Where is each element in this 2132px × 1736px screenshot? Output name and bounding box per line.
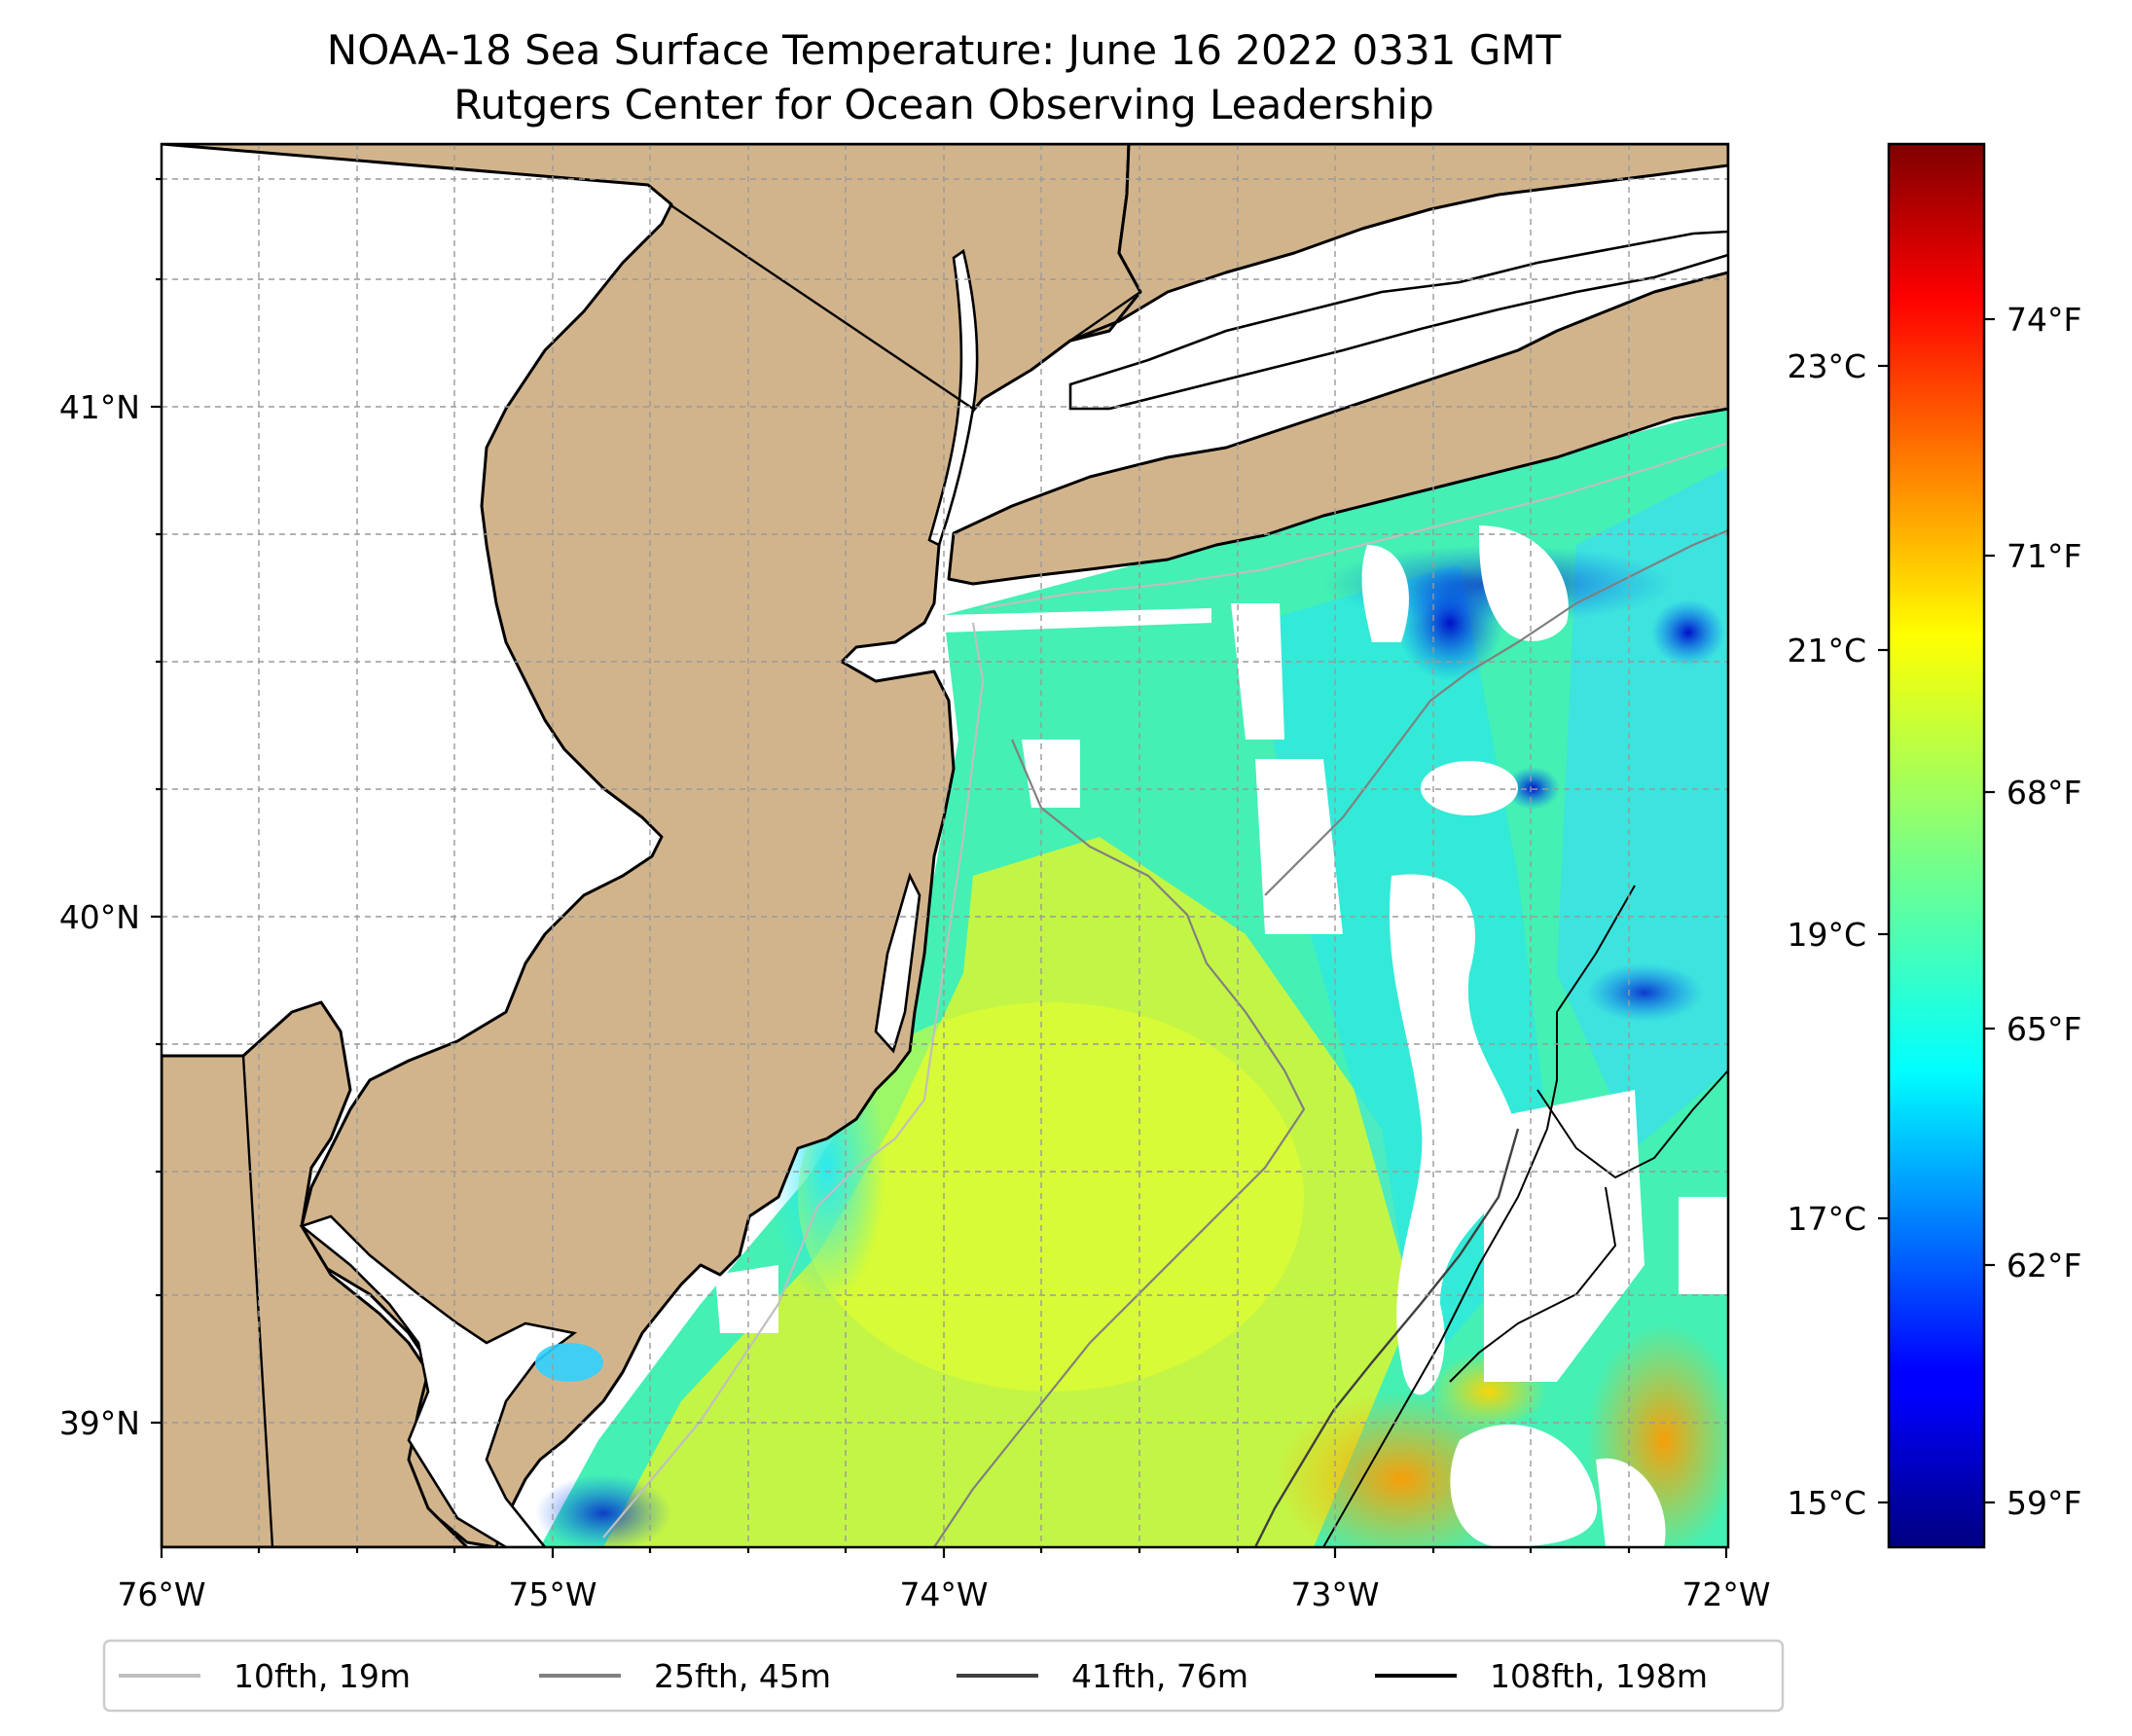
isobath-41fth xyxy=(1253,1128,1520,1547)
colorbar-fahrenheit-label: 59°F xyxy=(2006,1484,2081,1522)
isobath-25fth-east xyxy=(1264,528,1728,896)
sst-delaware-bay-patch xyxy=(535,1343,603,1382)
sst-cold-eddy-c xyxy=(1505,767,1560,810)
delaware-bay xyxy=(299,1214,578,1547)
colorbar-celsius-label: 17°C xyxy=(1787,1200,1866,1238)
latitude-labels: 41°N 40°N 39°N xyxy=(59,388,140,1442)
colorbar-celsius-label: 19°C xyxy=(1787,916,1866,954)
legend-label: 25fth, 45m xyxy=(654,1657,831,1695)
lon-label: 75°W xyxy=(508,1575,596,1613)
figure-title: NOAA-18 Sea Surface Temperature: June 16… xyxy=(327,26,1562,74)
lon-label: 74°W xyxy=(899,1575,988,1613)
new-jersey-back-bays xyxy=(874,872,921,1054)
lat-label: 39°N xyxy=(59,1404,140,1442)
colorbar-gradient xyxy=(1887,142,1986,1549)
lon-label: 73°W xyxy=(1290,1575,1379,1613)
colorbar-fahrenheit-label: 65°F xyxy=(2006,1010,2081,1048)
isobath-108fth-canyon xyxy=(1449,1186,1616,1383)
isobath-10fth-li xyxy=(982,441,1728,610)
figure-subtitle: Rutgers Center for Ocean Observing Leade… xyxy=(453,81,1434,128)
colorbar: 23°C 21°C 19°C 17°C 15°C 74°F 71°F 68°F … xyxy=(1787,142,2081,1549)
colorbar-celsius-label: 23°C xyxy=(1787,347,1866,385)
lon-label: 76°W xyxy=(117,1575,205,1613)
land-long-island xyxy=(947,271,1728,586)
isobaths xyxy=(602,441,1728,1547)
frame-ticks xyxy=(151,177,1728,1558)
longitude-labels: 76°W 75°W 74°W 73°W 72°W xyxy=(117,1575,1770,1613)
sst-cold-eddy-b xyxy=(1651,599,1725,666)
isobath-legend: 10fth, 19m 25fth, 45m 41fth, 76m 108fth,… xyxy=(102,1639,1785,1713)
legend-label: 41fth, 76m xyxy=(1071,1657,1248,1695)
colorbar-fahrenheit-label: 71°F xyxy=(2006,537,2081,575)
isobath-25fth xyxy=(933,739,1306,1547)
colorbar-fahrenheit-label: 68°F xyxy=(2006,774,2081,812)
colorbar-fahrenheit-label: 74°F xyxy=(2006,301,2081,339)
colorbar-celsius-ticks xyxy=(1878,364,1889,1504)
sst-field xyxy=(535,409,1728,1547)
colorbar-fahrenheit-ticks xyxy=(1984,317,1995,1504)
lon-label: 72°W xyxy=(1681,1575,1770,1613)
colorbar-celsius-label: 21°C xyxy=(1787,632,1866,669)
land-delaware-region xyxy=(162,1000,469,1547)
inland-water xyxy=(299,230,1728,1547)
lat-label: 40°N xyxy=(59,898,140,936)
isobath-108fth xyxy=(1322,885,1636,1547)
state-borders xyxy=(162,144,1142,1547)
sst-cold-delaware xyxy=(535,1474,671,1547)
cloud-mask xyxy=(715,525,1728,1547)
land xyxy=(162,144,1728,1547)
isobath-108fth-east xyxy=(1536,1069,1728,1178)
colorbar-celsius-label: 15°C xyxy=(1787,1484,1866,1522)
gridlines xyxy=(162,144,1728,1547)
colorbar-fahrenheit-label: 62°F xyxy=(2006,1247,2081,1284)
long-island-sound xyxy=(1068,230,1728,411)
legend-label: 108fth, 198m xyxy=(1490,1657,1708,1695)
isobath-10fth xyxy=(602,622,985,1538)
legend-label: 10fth, 19m xyxy=(234,1657,411,1695)
legend-box xyxy=(102,1639,1785,1713)
map-panel xyxy=(162,144,1728,1547)
hudson-river xyxy=(927,248,979,547)
land-new-jersey-region xyxy=(162,144,1142,1547)
sst-cold-eddy-d xyxy=(1586,963,1703,1022)
lat-label: 41°N xyxy=(59,388,140,426)
